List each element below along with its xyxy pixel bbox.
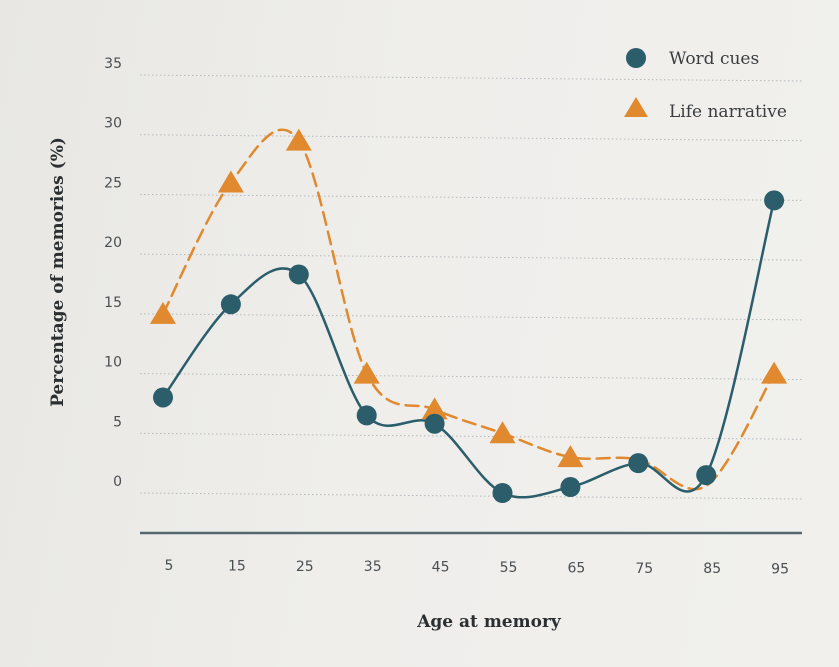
- y-tick-label: 5: [113, 414, 122, 430]
- legend-word-cues-label: Word cues: [669, 49, 759, 69]
- gridline: [139, 313, 803, 321]
- x-tick-label: 85: [703, 561, 721, 577]
- y-axis-title: Percentage of memories (%): [48, 137, 68, 407]
- y-tick-label: 30: [104, 116, 122, 132]
- point-word-cues: [288, 264, 309, 285]
- x-tick-label: 5: [165, 558, 174, 574]
- point-life-narrative: [150, 301, 176, 324]
- point-word-cues: [424, 413, 445, 434]
- point-word-cues: [356, 405, 377, 426]
- gridline: [139, 492, 803, 500]
- point-life-narrative: [557, 445, 584, 468]
- x-axis-title: Age at memory: [416, 612, 562, 632]
- x-tick-labels: 5 15 25 35 45 55 65 75 85 95: [165, 558, 789, 578]
- gridlines: [139, 74, 803, 500]
- point-life-narrative: [353, 361, 380, 384]
- point-word-cues: [628, 453, 649, 474]
- series-line-word-cues: [161, 199, 776, 499]
- gridline: [139, 432, 803, 440]
- x-tick-label: 15: [228, 558, 246, 574]
- point-word-cues: [696, 465, 717, 486]
- x-tick-label: 25: [296, 559, 314, 575]
- y-tick-labels: 0 5 10 15 20 25 30 35: [104, 56, 122, 490]
- point-life-narrative: [285, 128, 312, 151]
- series-line-life-narrative: [161, 128, 776, 491]
- y-tick-label: 0: [113, 474, 122, 490]
- legend-life-narrative-marker: [624, 97, 648, 117]
- legend: Word cues Life narrative: [624, 48, 787, 122]
- gridline: [139, 253, 803, 261]
- y-tick-label: 25: [104, 175, 122, 191]
- x-tick-label: 95: [771, 562, 789, 578]
- legend-word-cues-marker: [626, 48, 646, 68]
- x-tick-label: 35: [364, 559, 382, 575]
- x-tick-label: 45: [432, 560, 450, 576]
- legend-life-narrative-label: Life narrative: [669, 102, 787, 122]
- point-word-cues: [220, 294, 241, 315]
- gridline: [139, 74, 803, 82]
- point-life-narrative: [421, 397, 448, 420]
- x-tick-label: 55: [500, 560, 518, 576]
- gridline: [139, 134, 803, 142]
- point-word-cues: [153, 387, 173, 408]
- gridline: [139, 193, 803, 201]
- y-tick-label: 35: [104, 56, 122, 72]
- point-word-cues: [492, 483, 513, 503]
- y-tick-label: 10: [104, 355, 122, 371]
- point-life-narrative: [489, 421, 516, 444]
- point-word-cues: [560, 477, 581, 498]
- gridline: [139, 373, 803, 381]
- y-tick-label: 15: [104, 295, 122, 311]
- point-life-narrative: [761, 361, 788, 384]
- point-life-narrative: [217, 170, 244, 193]
- point-word-cues: [764, 190, 785, 211]
- y-tick-label: 20: [104, 235, 122, 251]
- series: [150, 128, 788, 503]
- x-tick-label: 65: [567, 560, 585, 576]
- x-tick-label: 75: [635, 561, 653, 577]
